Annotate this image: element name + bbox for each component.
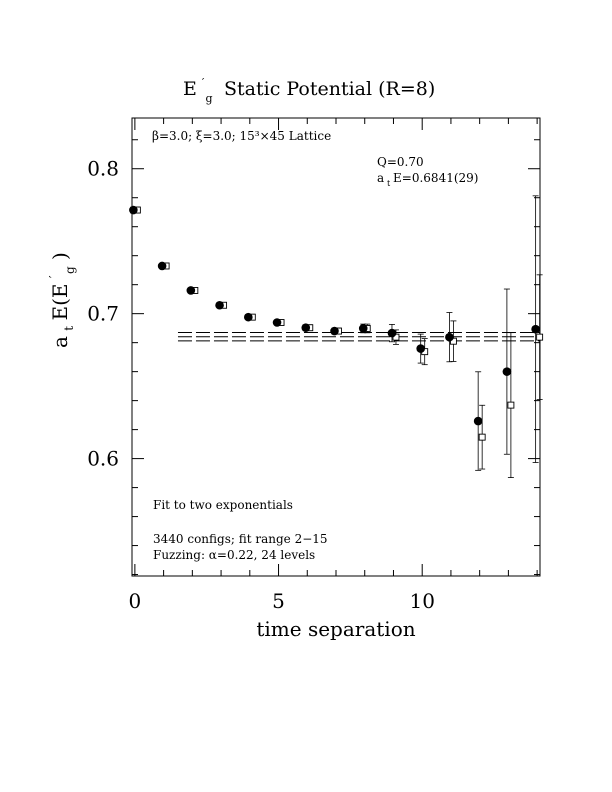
configs-annotation: 3440 configs; fit range 2−15 <box>153 532 328 546</box>
title-prime: ′ <box>202 76 205 89</box>
x-tick-label: 5 <box>272 589 285 613</box>
energy-t: t <box>387 179 391 188</box>
data-point-circle <box>301 323 311 333</box>
data-point-circle <box>215 300 224 310</box>
title-sub: g <box>205 92 212 105</box>
data-point-circle <box>129 205 138 215</box>
fuzzing-annotation: Fuzzing: α=0.22, 24 levels <box>153 548 315 562</box>
title-rest: Static Potential (R=8) <box>224 78 435 100</box>
q-annotation: Q=0.70 <box>377 155 424 169</box>
svg-text:a t E(E ′: a t E(E ′ g ) <box>39 252 79 348</box>
data-point-square <box>507 401 515 409</box>
tick-labels: 0 5 10 0.6 0.7 0.8 <box>87 157 435 613</box>
data-point-circle <box>157 261 167 271</box>
x-axis-label: time separation <box>256 617 415 641</box>
data-point-square <box>536 333 544 341</box>
lattice-annotation: β=3.0; ξ=3.0; 15³×45 Lattice <box>152 129 331 143</box>
ylabel-t: t <box>62 326 76 331</box>
energy-annotation: a t E=0.6841(29) <box>377 171 478 189</box>
data-point-circle <box>473 416 483 426</box>
ylabel-a: a <box>48 336 72 348</box>
ylabel-e: E(E <box>48 284 72 321</box>
data-point-circle <box>244 312 253 322</box>
ylabel-g: g <box>63 266 77 274</box>
data-point-circle <box>387 328 397 338</box>
data-point-circle <box>416 344 425 353</box>
energy-rest: E=0.6841(29) <box>393 171 478 185</box>
fit-description: Fit to two exponentials <box>153 498 293 512</box>
data-point-circle <box>186 286 196 295</box>
data-point-square <box>478 433 486 441</box>
ylabel-prime: ′ <box>47 275 61 278</box>
axis-ticks <box>132 118 540 576</box>
data-point-circle <box>531 324 540 334</box>
series-filled-circles <box>129 195 540 471</box>
series-open-squares <box>133 206 544 478</box>
chart-title: E ′ g Static Potential (R=8) <box>183 69 435 107</box>
title-e: E <box>183 78 197 100</box>
y-tick-label: 0.6 <box>87 447 119 471</box>
data-point-circle <box>502 367 512 376</box>
data-point-circle <box>358 324 368 333</box>
fit-band <box>177 332 540 342</box>
ylabel-close: ) <box>48 252 72 260</box>
data-point-circle <box>445 332 454 342</box>
x-tick-label: 10 <box>409 589 434 613</box>
energy-a: a <box>377 171 384 185</box>
data-point-circle <box>272 318 282 327</box>
y-tick-label: 0.7 <box>87 302 119 326</box>
x-tick-label: 0 <box>129 589 142 613</box>
y-axis-label: a t E(E ′ g ) <box>39 252 79 348</box>
data-point-circle <box>330 326 339 336</box>
y-tick-label: 0.8 <box>87 157 119 181</box>
